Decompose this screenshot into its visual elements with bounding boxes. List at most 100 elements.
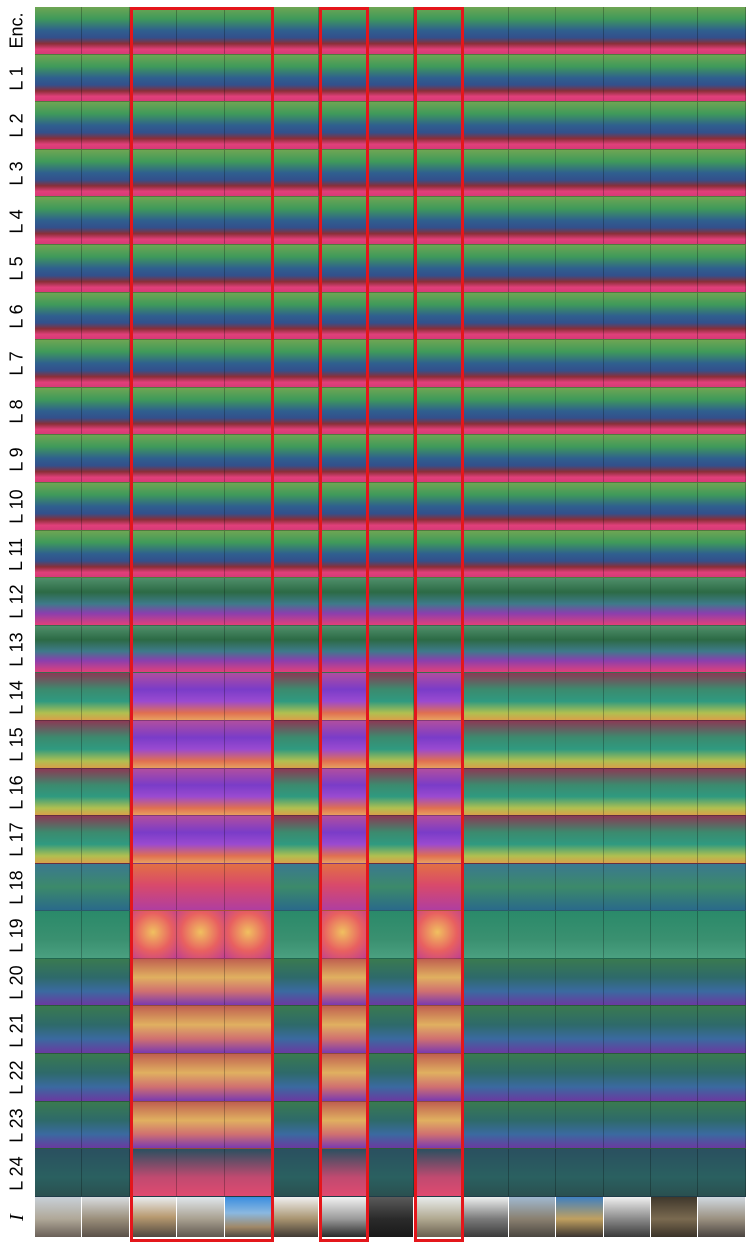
row-label-text: L 4 [6,209,27,234]
feature-tile [698,816,746,864]
feature-tile [698,102,746,150]
feature-tile [414,482,462,531]
feature-tile [366,625,415,674]
feature-tile [129,340,178,388]
feature-tile [177,958,225,1007]
feature-tile [82,625,130,674]
feature-tile [224,720,272,769]
feature-tile [461,54,509,103]
input-image-row [35,1197,746,1237]
row-label-text: L 5 [6,256,27,281]
feature-tile [271,54,320,103]
feature-tile [508,1054,557,1102]
feature-tile [414,578,462,626]
feature-tile [603,720,652,769]
image-row-label: I [2,1197,32,1237]
feature-tile [461,768,509,817]
feature-tile [271,958,320,1007]
feature-tile [366,1149,415,1197]
feature-tile [556,7,604,55]
feature-tile [177,768,225,817]
feature-tile [82,673,130,721]
feature-tile [556,816,604,864]
feature-tile [271,720,320,769]
feature-tile [508,530,557,579]
row-label-text: L 12 [6,584,27,620]
feature-tile [603,1101,652,1150]
feature-tile [651,197,699,245]
feature-tile [508,54,557,103]
input-image-thumbnail [319,1197,367,1237]
feature-tile [698,387,746,436]
feature-tile [366,768,415,817]
feature-tile [224,7,272,55]
feature-tile [129,387,178,436]
row-label: L 11 [2,531,32,579]
grid-row [35,7,746,55]
row-label-text: L 18 [6,870,27,905]
feature-tile [461,102,509,150]
row-label-text: L 6 [6,304,27,329]
row-label-text: L 13 [6,632,27,667]
row-label-text: L 3 [6,161,27,186]
feature-tile [508,1149,557,1197]
feature-tile [224,673,272,721]
feature-tile [414,530,462,579]
feature-tile [461,149,509,198]
grid-row [35,1149,746,1197]
input-image-thumbnail [366,1197,415,1237]
feature-tile [508,1006,557,1055]
feature-tile [271,578,320,626]
feature-tile [82,1149,130,1197]
row-label: L 5 [2,245,32,293]
row-label-text: L 10 [6,489,27,524]
row-label: L 12 [2,578,32,626]
grid-row [35,1101,746,1150]
feature-tile [271,768,320,817]
feature-tile [414,720,462,769]
feature-tile [414,340,462,388]
feature-tile [508,7,557,55]
feature-tile [177,149,225,198]
feature-tile [651,720,699,769]
feature-tile [414,1101,462,1150]
feature-tile [461,482,509,531]
feature-tile [461,530,509,579]
feature-tile [35,435,83,483]
feature-tile [271,435,320,483]
feature-tile [129,530,178,579]
row-label: L 14 [2,673,32,721]
feature-tile [177,1149,225,1197]
feature-tile [224,1006,272,1055]
feature-tile [508,768,557,817]
input-image-thumbnail [224,1197,272,1237]
grid-row [35,1054,746,1102]
feature-tile [508,340,557,388]
feature-tile [556,958,604,1007]
feature-tile [698,482,746,531]
feature-tile [603,1054,652,1102]
feature-tile [35,102,83,150]
feature-tile [414,816,462,864]
feature-tile [698,625,746,674]
feature-tile [366,387,415,436]
row-label-text: L 9 [6,447,27,472]
feature-tile [82,1101,130,1150]
feature-tile [651,1006,699,1055]
input-image-thumbnail [698,1197,746,1237]
feature-tile [698,149,746,198]
feature-tile [35,530,83,579]
input-image-thumbnail [651,1197,699,1237]
feature-tile [366,197,415,245]
feature-tile [224,768,272,817]
row-label-text: L 23 [6,1108,27,1143]
feature-tile [366,530,415,579]
feature-tile [129,720,178,769]
feature-tile [556,244,604,293]
feature-tile [556,54,604,103]
feature-tile [224,54,272,103]
grid-row [35,911,746,959]
feature-tile [461,673,509,721]
feature-tile [698,1101,746,1150]
feature-tile [224,197,272,245]
